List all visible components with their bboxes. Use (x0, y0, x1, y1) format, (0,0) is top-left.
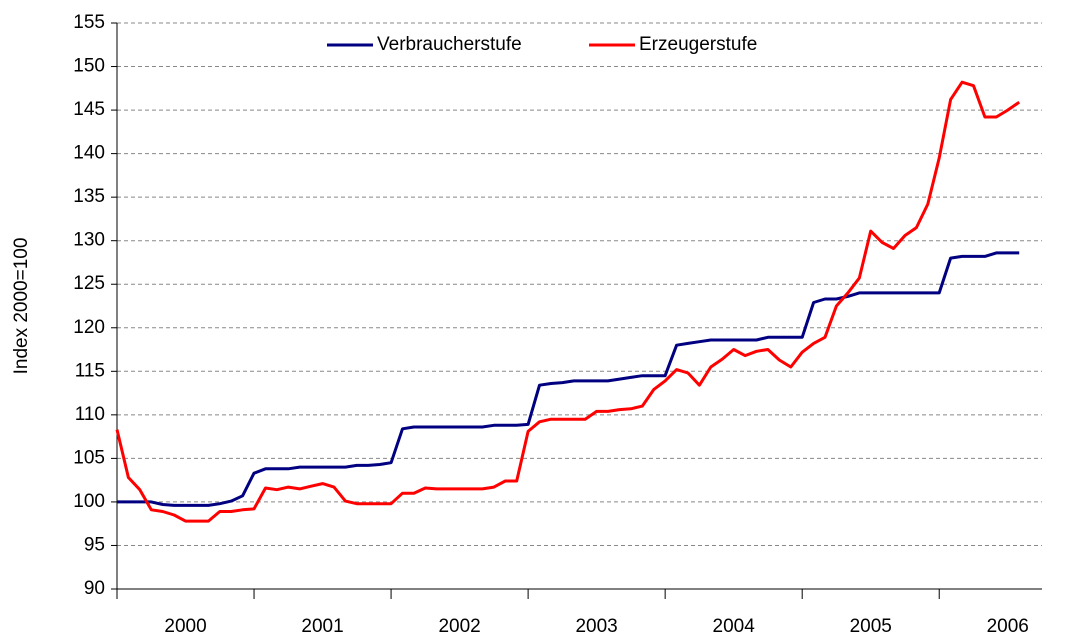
y-tick-label: 100 (73, 491, 105, 512)
y-tick-label: 115 (75, 360, 105, 381)
x-tick-label: 2001 (301, 616, 343, 637)
x-tick-label: 2002 (438, 616, 480, 637)
y-tick-label: 110 (75, 404, 105, 425)
y-tick-label: 120 (73, 317, 105, 338)
x-tick-label: 2005 (850, 616, 892, 637)
legend-label: Verbraucherstufe (377, 34, 522, 55)
series-line (117, 251, 1020, 507)
x-tick-label: 2006 (987, 616, 1029, 637)
y-tick-label: 125 (73, 273, 105, 294)
series-line (115, 80, 1021, 523)
y-tick-label: 135 (73, 186, 105, 207)
y-tick-label: 150 (73, 56, 105, 77)
y-axis-label: Index 2000=100 (11, 238, 32, 375)
y-tick-label: 95 (84, 534, 105, 555)
x-tick-label: 2004 (713, 616, 756, 637)
legend-label: Erzeugerstufe (639, 34, 757, 55)
y-tick-label: 130 (73, 230, 105, 251)
x-tick-label: 2000 (164, 616, 206, 637)
y-tick-label: 140 (73, 143, 105, 164)
y-tick-label: 145 (73, 99, 105, 120)
y-tick-label: 155 (73, 12, 105, 33)
x-tick-label: 2003 (575, 616, 617, 637)
y-tick-label: 105 (73, 447, 105, 468)
y-tick-label: 90 (84, 578, 105, 599)
